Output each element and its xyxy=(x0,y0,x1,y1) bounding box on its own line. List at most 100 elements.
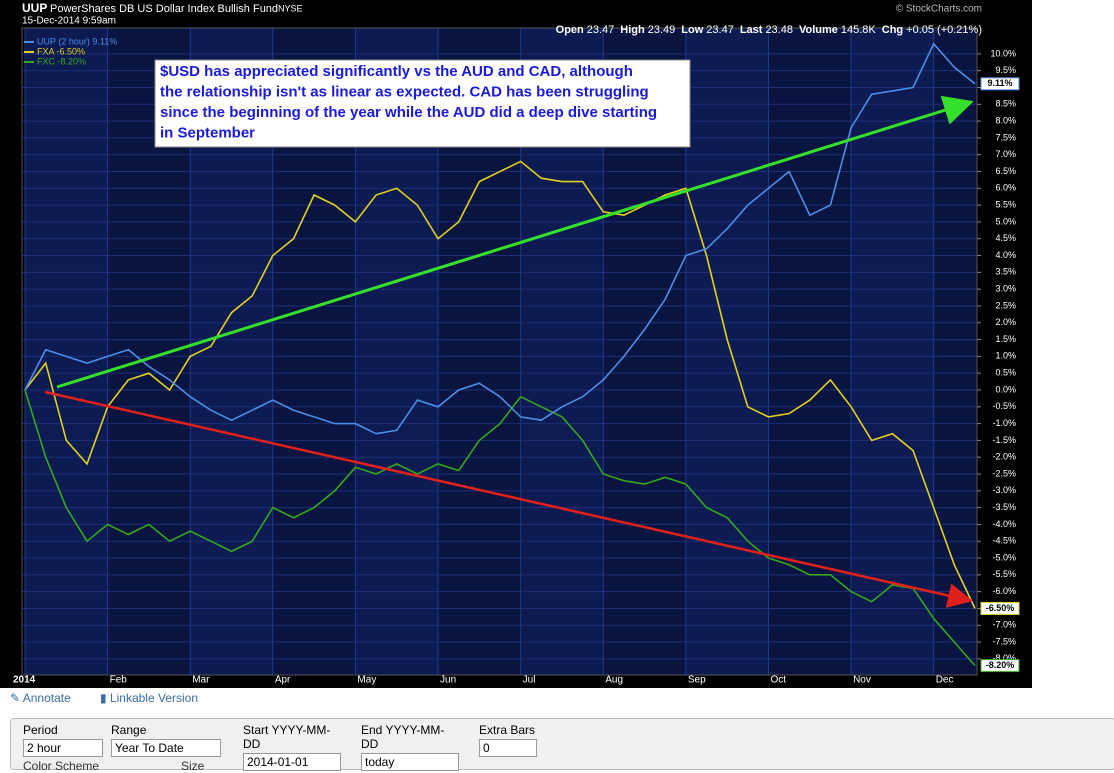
value-tag xyxy=(980,601,1020,615)
field-label: Range xyxy=(111,723,147,737)
annotation: $USD has appreciated significantly vs th… xyxy=(160,63,657,142)
field-input[interactable]: 0 xyxy=(479,739,537,757)
y-tick-label: -7.0% xyxy=(992,620,1016,630)
x-tick-label: Jun xyxy=(440,675,456,686)
y-tick-label: -0.5% xyxy=(992,401,1016,411)
annotation-line: the relationship isn't as linear as expe… xyxy=(160,83,649,100)
field-label: Size xyxy=(181,759,205,773)
legend: UUP (2 hour) 9.11%FXA -6.50%FXC -8.20% xyxy=(24,36,117,66)
legend-label: FXA -6.50% xyxy=(37,46,85,56)
x-tick-label: Apr xyxy=(275,675,291,686)
y-tick-label: -3.0% xyxy=(992,485,1016,495)
y-tick-label: 9.5% xyxy=(995,65,1016,75)
y-tick-label: 7.0% xyxy=(995,149,1016,159)
annotate-link[interactable]: ✎ Annotate xyxy=(10,691,71,705)
y-tick-label: 0.0% xyxy=(995,384,1016,394)
value-label: 9.11% xyxy=(987,78,1012,88)
field: Extra Bars 0 xyxy=(479,723,537,757)
y-tick-label: -1.5% xyxy=(992,435,1016,445)
x-tick-label: May xyxy=(357,675,376,686)
x-tick-label: Feb xyxy=(110,675,128,686)
value-label: -6.50% xyxy=(986,603,1015,613)
plot-border xyxy=(21,27,978,676)
y-tick-label: 4.0% xyxy=(995,250,1016,260)
x-tick-label: Dec xyxy=(936,675,954,686)
y-tick-label: -2.5% xyxy=(992,468,1016,478)
field-input[interactable]: 2 hour xyxy=(23,739,103,757)
quote-label: Last xyxy=(740,24,763,36)
y-tick-label: 1.0% xyxy=(995,351,1016,361)
x-tick-label: Mar xyxy=(192,675,210,686)
y-tick-label: 8.0% xyxy=(995,115,1016,125)
y-tick-label: 5.0% xyxy=(995,216,1016,226)
month-band xyxy=(768,28,852,675)
x-tick-label: Oct xyxy=(770,675,786,686)
annotation-box xyxy=(154,59,691,148)
field-input[interactable]: today xyxy=(361,753,459,771)
value-tag xyxy=(980,77,1020,91)
field: Start YYYY-MM-DD 2014-01-01 xyxy=(243,723,341,771)
field-input[interactable]: 2014-01-01 xyxy=(243,753,341,771)
quote-value: 23.47 xyxy=(587,24,615,36)
month-band xyxy=(685,28,769,675)
y-tick-label: 8.5% xyxy=(995,99,1016,109)
x-tick-label: Aug xyxy=(605,675,623,686)
series-line xyxy=(24,42,976,435)
link-text[interactable]: Linkable Version xyxy=(109,691,198,705)
field-label: Extra Bars xyxy=(479,723,536,737)
y-tick-label: -6.0% xyxy=(992,586,1016,596)
field-label: Period xyxy=(23,723,58,737)
y-tick-label: 10.0% xyxy=(990,48,1016,58)
y-tick-label: 6.5% xyxy=(995,166,1016,176)
controls: ✎ Annotate ▮ Linkable Version Period 2 ho… xyxy=(0,688,1114,773)
quote-line: Open 23.47 High 23.49 Low 23.47 Last 23.48 Volum… xyxy=(556,24,982,36)
quote-value: 23.48 xyxy=(765,24,793,36)
legend-label: UUP (2 hour) 9.11% xyxy=(37,36,117,46)
quote-value: 23.47 xyxy=(706,24,734,36)
x-tick-label: Sep xyxy=(688,675,706,686)
x-tick-label: 2014 xyxy=(13,675,36,686)
y-tick-label: 4.5% xyxy=(995,233,1016,243)
field-label: End YYYY-MM-DD xyxy=(361,723,445,751)
quote-label: Volume xyxy=(799,24,838,36)
trend-arrow xyxy=(56,95,974,389)
field-input[interactable]: Year To Date xyxy=(111,739,221,757)
y-tick-label: -1.0% xyxy=(992,418,1016,428)
settings-panel: Period 2 hour Range Year To Date Start YYYY-… xyxy=(10,718,1114,773)
y-tick-label: -5.0% xyxy=(992,552,1016,562)
y-tick-label: 3.0% xyxy=(995,284,1016,294)
chart-subtitle: PowerShares DB US Dollar Index Bullish F… xyxy=(50,3,278,15)
source: © StockCharts.com xyxy=(896,4,982,15)
y-tick-label: -3.5% xyxy=(992,502,1016,512)
field: Period 2 hour xyxy=(23,723,103,757)
y-tick-label: -5.5% xyxy=(992,569,1016,579)
quote: Open 23.47 High 23.49 Low 23.47 Last 23.48 Volum… xyxy=(556,24,982,36)
y-tick-label: 7.5% xyxy=(995,132,1016,142)
field-label: Color Scheme xyxy=(23,759,100,773)
field: Range Year To Date xyxy=(111,723,221,757)
y-tick-label: -2.0% xyxy=(992,452,1016,462)
chart: UUP PowerShares DB US Dollar Index Bulli… xyxy=(0,0,1032,688)
month-band xyxy=(25,28,108,675)
month-band xyxy=(933,28,977,675)
y-tick-label: -4.5% xyxy=(992,536,1016,546)
exchange: NYSE xyxy=(278,3,303,13)
y-tick-label: 6.0% xyxy=(995,183,1016,193)
field: End YYYY-MM-DD today xyxy=(361,723,459,771)
y-tick-label: 2.0% xyxy=(995,317,1016,327)
quote-value: 145.8K xyxy=(841,24,877,36)
x-tick-label: Nov xyxy=(853,675,871,686)
x-tick-label: Jul xyxy=(523,675,536,686)
link-text[interactable]: Annotate xyxy=(22,691,71,705)
y-tick-label: 1.5% xyxy=(995,334,1016,344)
y-tick-label: 0.5% xyxy=(995,368,1016,378)
field-label: Start YYYY-MM-DD xyxy=(243,723,331,751)
series-line xyxy=(24,389,976,667)
linkable-link[interactable]: ▮ Linkable Version xyxy=(100,691,198,705)
y-tick-label: 3.5% xyxy=(995,267,1016,277)
quote-label: High xyxy=(620,24,645,36)
quote-label: Chg xyxy=(882,24,903,36)
annotation-line: since the beginning of the year while th… xyxy=(160,104,657,121)
date: 15-Dec-2014 9:59am xyxy=(22,16,116,27)
